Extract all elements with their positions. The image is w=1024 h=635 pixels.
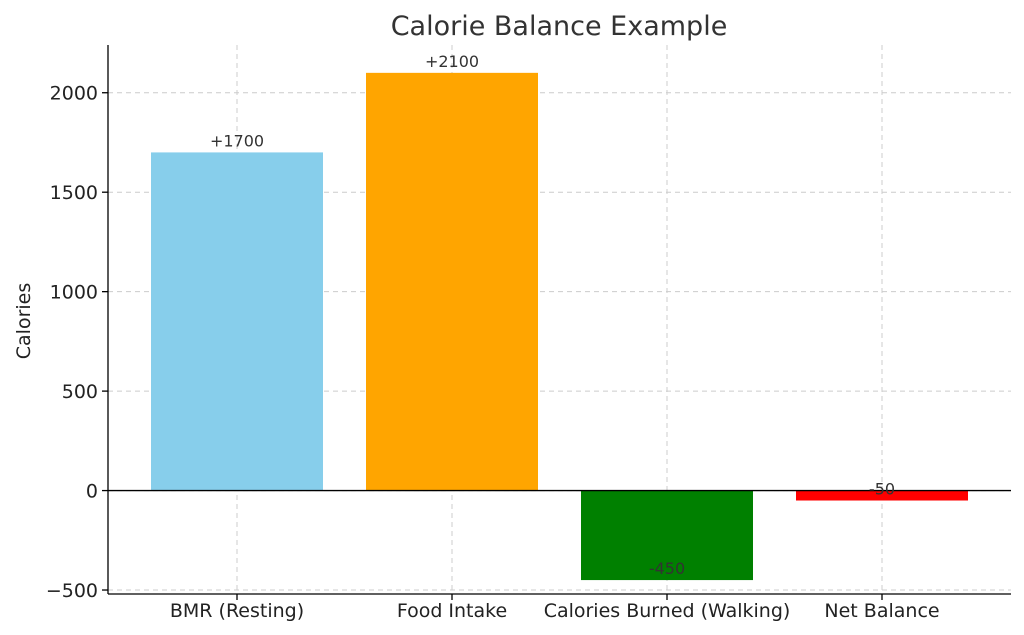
y-axis-label: Calories [13, 283, 35, 360]
bar [151, 152, 323, 491]
data-label: -50 [869, 480, 895, 499]
y-tick-label: 0 [86, 481, 98, 503]
y-tick-label: 1000 [50, 282, 98, 304]
x-tick-label: BMR (Resting) [170, 600, 304, 622]
labels: −500 0 500 1000 1500 2000 BMR (Resting) Food In… [46, 52, 940, 622]
y-tick-label: 1500 [50, 182, 98, 204]
bar [366, 72, 538, 491]
x-tick-label: Food Intake [397, 600, 507, 622]
bars [151, 72, 968, 581]
bar [581, 490, 753, 581]
x-tick-label: Net Balance [824, 600, 939, 622]
data-label: +1700 [210, 131, 264, 150]
data-label: +2100 [425, 52, 479, 71]
bar [796, 490, 968, 501]
y-tick-label: −500 [46, 580, 98, 602]
y-tick-label: 2000 [50, 83, 98, 105]
x-tick-label: Calories Burned (Walking) [544, 600, 791, 622]
chart-title: Calorie Balance Example [391, 11, 728, 42]
data-label: -450 [649, 559, 685, 578]
y-tick-label: 500 [62, 381, 98, 403]
axes [102, 45, 1011, 600]
